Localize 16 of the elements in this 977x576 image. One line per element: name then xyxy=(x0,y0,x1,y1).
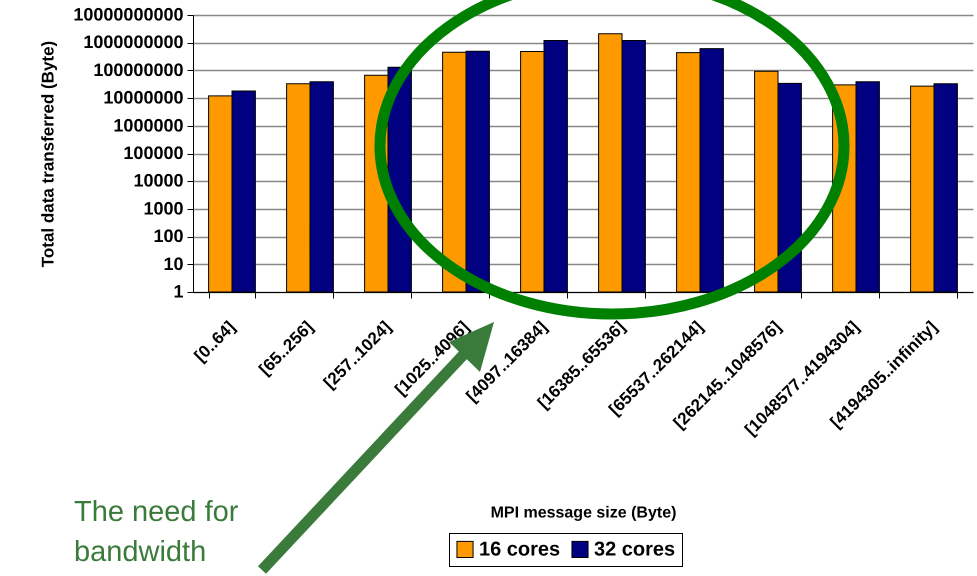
x-axis-title: MPI message size (Byte) xyxy=(490,504,676,522)
y-tick-label: 100 xyxy=(153,226,184,246)
legend-label: 16 cores xyxy=(479,538,560,560)
y-tick-label: 1000000000 xyxy=(83,32,184,52)
y-tick-label: 10000000000 xyxy=(73,4,184,24)
y-tick-label: 10000000 xyxy=(103,88,184,108)
y-tick-label: 10 xyxy=(163,254,184,274)
y-axis-title: Total data transferred (Byte) xyxy=(38,40,58,268)
y-tick-label: 1000 xyxy=(143,198,184,218)
y-tick-label: 1 xyxy=(173,282,184,302)
text: The need for bandwidth xyxy=(74,495,240,570)
y-tick-label: 1000000 xyxy=(113,115,184,136)
legend-label: 32 cores xyxy=(594,538,676,560)
y-tick-label: 100000000 xyxy=(93,60,184,80)
y-tick-label: 10000 xyxy=(133,170,184,191)
y-tick-label: 100000 xyxy=(123,143,184,163)
